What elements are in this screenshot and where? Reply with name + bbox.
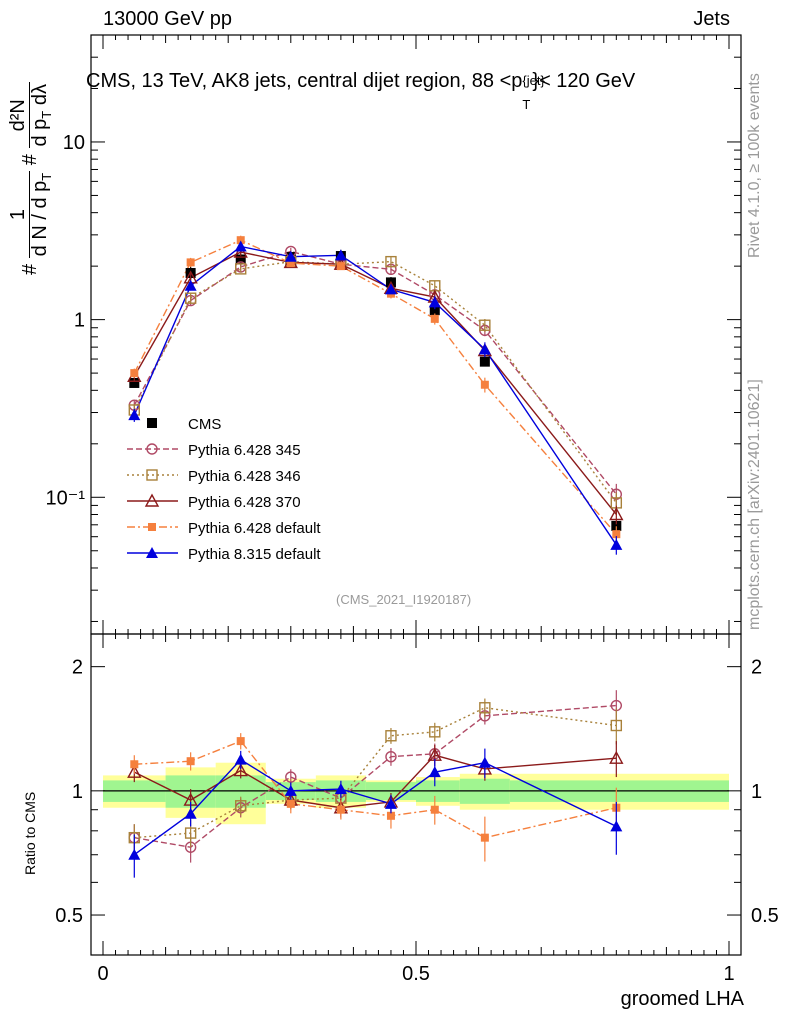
ratio-marker-5 (384, 797, 397, 809)
main-marker-2 (235, 263, 247, 275)
ratio-marker-4 (130, 760, 139, 769)
main-marker-4 (130, 369, 139, 378)
main-marker-4 (286, 259, 295, 268)
ratio-marker-2 (235, 800, 247, 812)
y-tick-label-main: 10 (63, 132, 85, 154)
y-tick-label-ratio: 0.5 (55, 905, 83, 927)
legend-marker (146, 469, 158, 481)
ratio-marker-4 (236, 737, 245, 746)
header-left: 13000 GeV pp (103, 8, 232, 30)
main-marker-3 (233, 244, 248, 258)
ratio-marker-5 (478, 756, 491, 768)
main-marker-2 (479, 319, 491, 331)
main-marker-2 (184, 292, 197, 304)
legend: CMS Pythia 6.428 345 Pythia 6.428 346 Pythi… (127, 416, 321, 563)
x-tick-label: 0 (97, 963, 108, 985)
ratio-marker-3 (609, 750, 624, 764)
main-frame (90, 34, 742, 635)
legend-label: Pythia 6.428 345 (188, 442, 301, 459)
x-axis-label: groomed LHA (620, 988, 744, 1010)
ratio-marker-2 (385, 730, 397, 742)
ratio-marker-3 (127, 764, 142, 778)
ratio-marker-5 (128, 848, 141, 860)
legend-marker (146, 547, 158, 558)
ratio-marker-1 (285, 771, 297, 783)
legend-marker (148, 523, 156, 531)
y-tick-label-ratio: 1 (72, 781, 83, 803)
ratio-marker-5 (610, 820, 623, 832)
x-tick-label: 1 (723, 963, 734, 985)
ratio-marker-5 (428, 766, 441, 778)
y-tick-label-main: 1 (74, 310, 85, 332)
main-marker-4 (236, 236, 245, 245)
legend-label: Pythia 8.315 default (188, 546, 321, 563)
main-marker-3 (609, 507, 624, 521)
main-line-2 (133, 260, 617, 504)
ratio-marker-2 (184, 827, 197, 839)
main-marker-5 (284, 250, 297, 262)
main-marker-4 (612, 530, 621, 539)
analysis-watermark: (CMS_2021_I1920187) (336, 592, 472, 607)
legend-label: Pythia 6.428 370 (188, 494, 301, 511)
ratio-marker-4 (336, 805, 345, 814)
legend-label: Pythia 6.428 default (188, 520, 321, 537)
y-tick-label-ratio-right: 1 (751, 781, 762, 803)
main-marker-2 (385, 255, 397, 268)
ratio-marker-5 (184, 807, 197, 819)
main-marker-5 (384, 283, 397, 295)
main-marker-0 (235, 254, 246, 265)
legend-marker (146, 443, 158, 455)
main-marker-5 (610, 538, 623, 550)
ratio-marker-4 (186, 757, 195, 766)
ratio-marker-3 (233, 763, 248, 777)
main-marker-5 (428, 296, 441, 308)
tick-labels: 0 0.5 1 10 1 10⁻¹ 2 2 1 1 0.5 0.5 (46, 132, 779, 985)
ratio-marker-1 (385, 750, 397, 763)
ratio-marker-2 (429, 726, 441, 738)
legend-label: CMS (188, 416, 221, 433)
ratio-marker-5 (334, 783, 347, 795)
main-marker-0 (129, 377, 140, 388)
main-marker-5 (234, 240, 247, 252)
main-marker-5 (334, 249, 347, 261)
series-markers (127, 235, 624, 878)
ratio-marker-4 (286, 799, 295, 808)
ratio-line-2 (134, 707, 617, 839)
main-line-4 (133, 239, 617, 535)
legend-marker (144, 493, 160, 507)
y-tick-label-main: 10⁻¹ (46, 487, 86, 509)
main-marker-4 (480, 380, 489, 389)
ratio-marker-5 (234, 753, 247, 765)
main-marker-4 (186, 258, 195, 267)
ratio-marker-4 (480, 833, 489, 842)
main-marker-4 (430, 314, 439, 323)
main-marker-0 (479, 356, 490, 367)
legend-label: Pythia 6.428 346 (188, 468, 301, 485)
ratio-marker-5 (284, 784, 297, 796)
main-marker-5 (128, 409, 141, 421)
y-tick-label-ratio: 2 (72, 657, 83, 679)
main-marker-5 (478, 343, 491, 355)
chart-title: CMS, 13 TeV, AK8 jets, central dijet reg… (86, 70, 636, 112)
main-marker-0 (429, 305, 440, 316)
y-tick-label-ratio-right: 0.5 (751, 905, 779, 927)
main-marker-5 (184, 279, 197, 291)
legend-marker (147, 418, 157, 428)
main-marker-0 (611, 520, 622, 531)
axis-ticks (91, 34, 741, 956)
ratio-bands (103, 762, 729, 825)
main-marker-4 (336, 262, 345, 271)
y-tick-label-ratio-right: 2 (751, 657, 762, 679)
ratio-marker-4 (386, 811, 395, 820)
ratio-marker-2 (610, 719, 623, 732)
ratio-marker-2 (479, 702, 491, 714)
x-tick-label: 0.5 (402, 963, 430, 985)
ratio-marker-4 (430, 805, 439, 814)
header-right: Jets (693, 8, 730, 30)
